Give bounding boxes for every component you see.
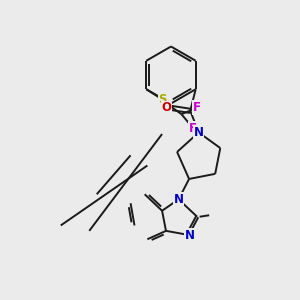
- Text: N: N: [185, 229, 195, 242]
- Text: N: N: [174, 193, 184, 206]
- Text: S: S: [159, 93, 167, 106]
- Text: F: F: [189, 122, 197, 135]
- Text: O: O: [161, 101, 171, 114]
- Text: F: F: [193, 101, 201, 114]
- Text: N: N: [194, 126, 204, 139]
